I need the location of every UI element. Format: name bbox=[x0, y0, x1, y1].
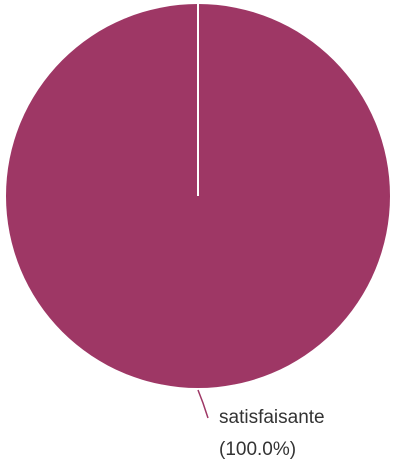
slice-label-name: satisfaisante bbox=[219, 407, 325, 428]
slice-label-leader-line bbox=[197, 389, 209, 419]
slice-label-percent: (100.0%) bbox=[219, 439, 296, 460]
